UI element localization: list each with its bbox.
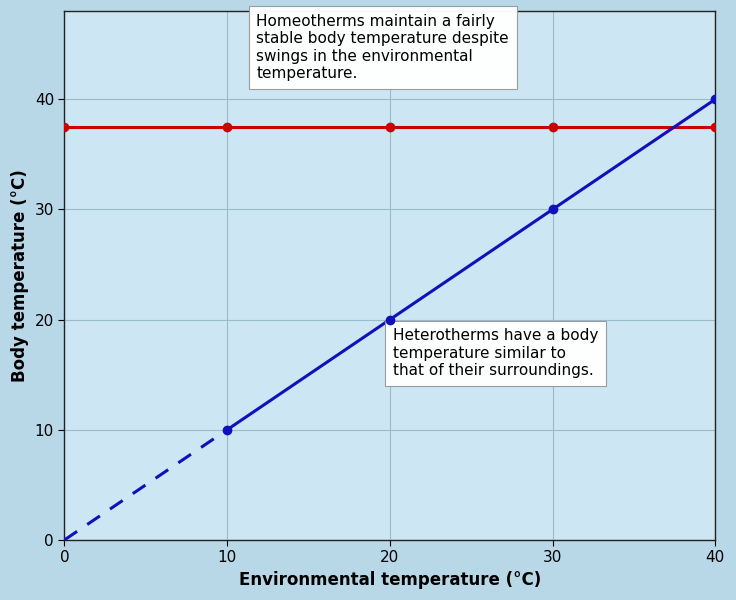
X-axis label: Environmental temperature (°C): Environmental temperature (°C) — [238, 571, 541, 589]
Text: Homeotherms maintain a fairly
stable body temperature despite
swings in the envi: Homeotherms maintain a fairly stable bod… — [256, 14, 509, 81]
Y-axis label: Body temperature (°C): Body temperature (°C) — [11, 169, 29, 382]
Text: Heterotherms have a body
temperature similar to
that of their surroundings.: Heterotherms have a body temperature sim… — [393, 328, 598, 378]
